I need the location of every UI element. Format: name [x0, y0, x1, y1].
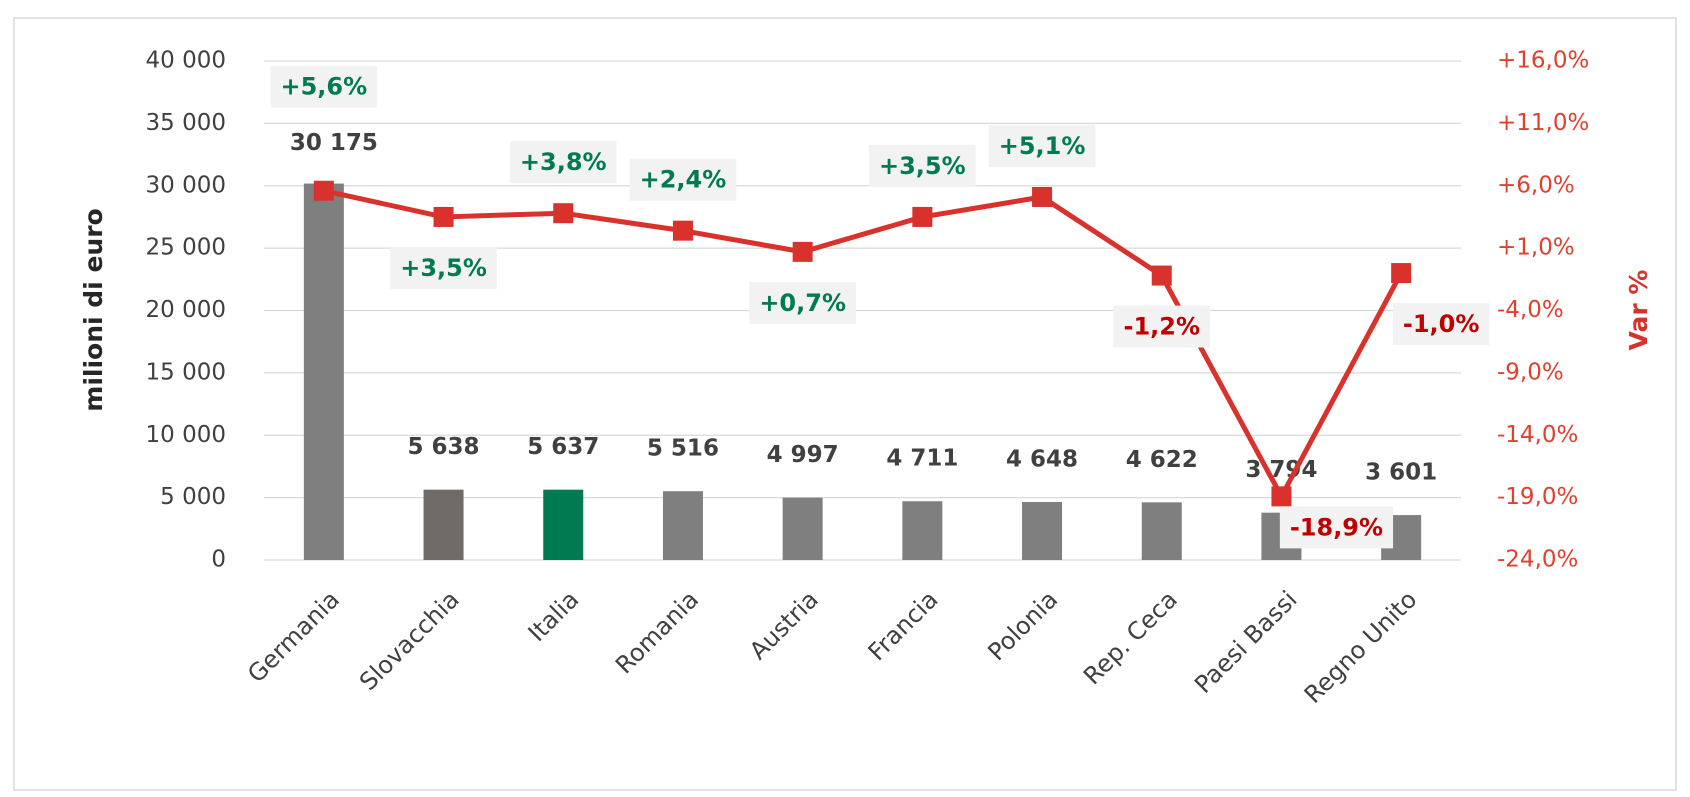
y2-tick-label: +1,0%	[1497, 235, 1575, 261]
line-value-label: -1,2%	[1123, 313, 1200, 341]
line-value-label: +3,5%	[400, 254, 487, 282]
label-background	[988, 124, 1096, 167]
line-marker	[1271, 486, 1292, 507]
line-value-label: +5,1%	[999, 132, 1086, 160]
y-axis-title: milioni di euro	[79, 208, 108, 411]
line-marker	[1391, 263, 1412, 284]
y-tick-label: 15 000	[146, 359, 226, 385]
y2-tick-label: +11,0%	[1497, 110, 1589, 136]
y2-axis-title: Var %	[1624, 270, 1653, 351]
line-marker	[313, 180, 334, 201]
bar-value-label: 5 516	[647, 436, 719, 462]
label-background	[629, 158, 737, 201]
bar	[303, 183, 344, 560]
bar-value-label: 3 601	[1365, 460, 1437, 486]
y-tick-label: 10 000	[146, 422, 226, 448]
line	[323, 188, 1404, 499]
line-marker	[1032, 186, 1053, 207]
bar	[543, 489, 584, 560]
line-marker	[433, 206, 454, 227]
line-marker	[792, 241, 813, 262]
bar	[782, 497, 823, 560]
line-value-label: +0,7%	[759, 289, 846, 317]
y-tick-label: 20 000	[146, 297, 226, 323]
y-tick-label: 30 000	[146, 172, 226, 198]
y2-tick-label: +16,0%	[1497, 48, 1589, 74]
bar-value-label: 3 794	[1245, 457, 1317, 483]
y2-tick-label: -14,0%	[1497, 422, 1578, 448]
y-tick-label: 40 000	[146, 48, 226, 74]
bar-value-label: 5 637	[527, 434, 599, 460]
bar-value-label: 4 997	[767, 442, 839, 468]
line-marker	[912, 206, 933, 227]
line-marker	[1151, 265, 1172, 286]
line-marker	[553, 203, 574, 224]
label-background	[749, 281, 856, 324]
line-value-label: +3,8%	[520, 148, 607, 176]
y2-tick-label: +6,0%	[1497, 172, 1575, 198]
line-value-label: -1,0%	[1403, 310, 1480, 338]
bar	[1141, 502, 1182, 560]
bar	[902, 501, 943, 560]
label-background	[869, 144, 976, 187]
bar-value-label: 5 638	[408, 434, 480, 460]
label-background	[390, 246, 497, 289]
label-background	[1392, 303, 1490, 346]
bar-value-label: 30 175	[290, 130, 378, 156]
label-background	[1113, 305, 1211, 348]
bar	[1022, 502, 1063, 560]
line-value-label: +5,6%	[281, 73, 368, 101]
label-background	[270, 65, 378, 108]
label-background	[509, 141, 617, 184]
line-value-label: -18,9%	[1290, 513, 1383, 541]
line-value-label: +2,4%	[640, 166, 727, 194]
line-value-label: +3,5%	[879, 152, 966, 180]
line-marker	[672, 220, 693, 241]
chart-border	[13, 17, 1677, 791]
y2-tick-label: -9,0%	[1497, 359, 1564, 385]
y-tick-label: 5 000	[160, 484, 226, 510]
bar-value-label: 4 711	[886, 446, 958, 472]
y-tick-label: 25 000	[146, 235, 226, 261]
label-background	[1279, 506, 1394, 549]
bar-value-label: 4 622	[1126, 447, 1198, 473]
bar-value-label: 4 648	[1006, 447, 1078, 473]
y2-tick-label: -24,0%	[1497, 547, 1578, 573]
y2-tick-label: -19,0%	[1497, 484, 1578, 510]
bar	[662, 491, 703, 560]
y2-tick-label: -4,0%	[1497, 297, 1564, 323]
bar	[423, 489, 464, 560]
y-tick-label: 35 000	[146, 110, 226, 136]
y-tick-label: 0	[211, 547, 226, 573]
